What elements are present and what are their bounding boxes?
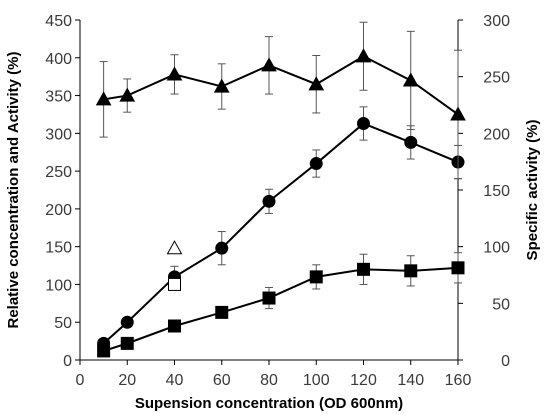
triangle-marker [308,76,325,91]
x-tick-label: 160 [445,372,472,389]
series-line [102,122,459,345]
triangle-marker [95,91,112,106]
triangle-marker [119,87,136,102]
circle-marker [262,194,276,208]
y-tick-label: 300 [45,126,72,143]
square-marker [404,264,418,278]
triangle-marker [213,78,230,93]
square-marker [168,319,181,333]
x-tick-label: 0 [76,372,85,389]
square-marker [309,270,323,284]
x-tick-label: 100 [303,372,330,389]
y-tick-label: 450 [45,13,72,30]
series-circle [97,106,465,350]
triangle-marker [261,57,277,72]
y-tick-label: 100 [45,277,72,294]
x-tick-label: 80 [260,372,278,389]
open-triangle-marker [166,240,183,255]
y2-tick-label: 250 [483,70,510,87]
y-tick-label: 50 [54,315,72,332]
y2-tick-label: 50 [492,296,510,313]
square-marker [120,336,134,350]
series-line [103,266,459,352]
x-tick-label: 20 [118,372,136,389]
open-markers [166,240,183,291]
circle-marker [309,157,323,171]
circle-marker [120,315,134,329]
triangle-marker [450,106,466,121]
circle-marker [404,135,418,149]
series-layer [95,21,466,358]
square-marker [357,262,370,276]
square-marker [97,344,111,358]
y2-tick-label: 0 [501,353,510,370]
triangle-marker [355,48,372,63]
y2-axis-title: Specific activity (%) [524,120,541,261]
x-tick-label: 120 [350,372,377,389]
x-tick-label: 40 [166,372,184,389]
y-tick-label: 0 [63,353,72,370]
square-marker [262,291,276,305]
y-axis-title: Relative concentration and Activity (%) [5,51,22,328]
x-axis-title: Supension concentration (OD 600nm) [135,395,403,412]
y2-tick-label: 150 [483,183,510,200]
y-tick-label: 200 [45,202,72,219]
y-tick-label: 150 [45,240,72,257]
triangle-marker [166,66,183,81]
series-triangle [95,21,466,180]
square-marker [451,261,465,275]
series-square [97,252,465,358]
open-square-marker [168,277,181,291]
x-tick-label: 140 [397,372,424,389]
square-marker [215,305,229,319]
y-tick-label: 350 [45,89,72,106]
y-tick-label: 400 [45,51,72,68]
ticks: 0 20 40 60 80 100 120 140 160 0 50 100 150 200 250 300 3… [45,13,510,389]
triangle-marker [402,72,419,87]
y2-tick-label: 200 [483,126,510,143]
circle-marker [357,117,370,131]
y2-tick-label: 300 [483,13,510,30]
circle-marker [215,241,229,255]
y-tick-label: 250 [45,164,72,181]
y2-tick-label: 100 [483,240,510,257]
x-tick-label: 60 [213,372,231,389]
